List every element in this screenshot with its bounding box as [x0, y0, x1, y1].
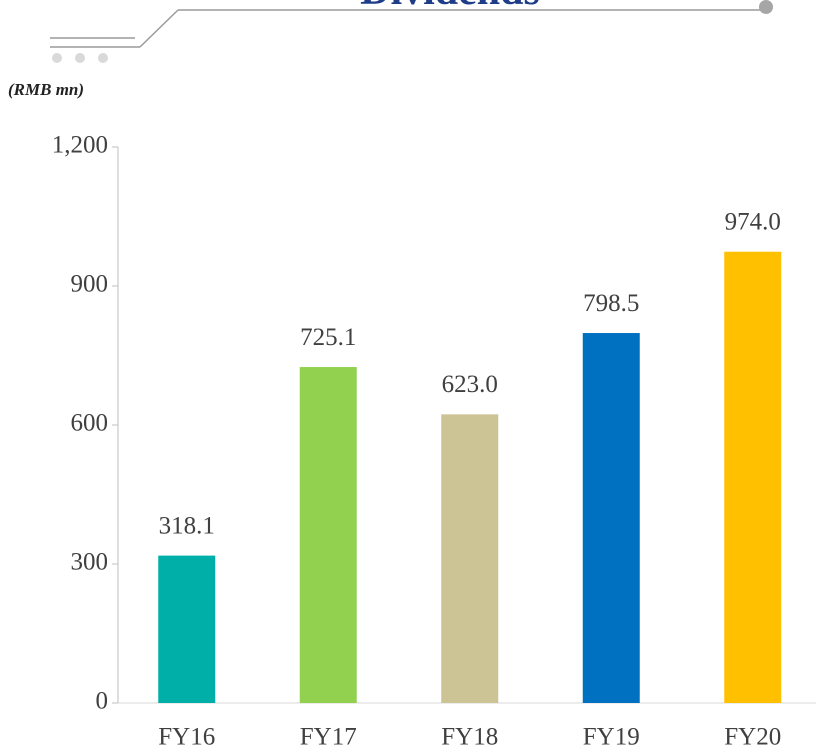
- value-label: 974.0: [725, 208, 781, 235]
- x-tick-label: FY17: [300, 724, 357, 751]
- value-label: 623.0: [442, 371, 498, 398]
- x-tick-label: FY16: [158, 724, 215, 751]
- chart-title: Dividends: [360, 0, 540, 14]
- y-tick-label: 300: [71, 549, 109, 576]
- bar: [158, 555, 216, 703]
- y-tick-label: 1,200: [52, 132, 108, 159]
- bar: [299, 367, 357, 703]
- bar: [441, 414, 499, 703]
- value-label: 725.1: [300, 324, 356, 351]
- x-tick-label: FY19: [583, 724, 640, 751]
- x-tick-label: FY18: [441, 724, 498, 751]
- value-label: 798.5: [583, 290, 639, 317]
- x-tick-label: FY20: [724, 724, 781, 751]
- y-tick-label: 600: [71, 410, 109, 437]
- y-tick-label: 0: [96, 688, 109, 715]
- header-decoration: [50, 0, 773, 63]
- unit-label: (RMB mn): [8, 80, 84, 99]
- value-label: 318.1: [159, 512, 215, 539]
- bar: [582, 333, 640, 703]
- y-tick-label: 900: [71, 271, 109, 298]
- bar: [724, 251, 782, 704]
